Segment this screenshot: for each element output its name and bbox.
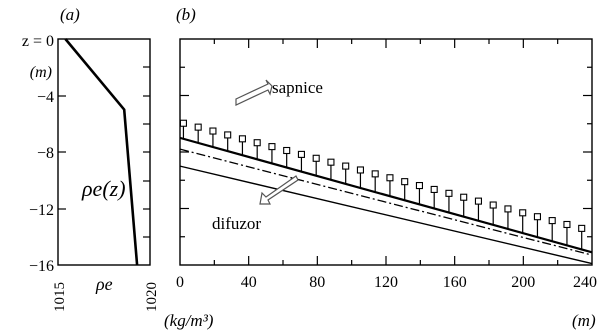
panel-b-xtick-label: 200 [511,274,535,291]
series-dash-dot-line [179,148,593,256]
square-marker [356,166,364,174]
panel-b-xtick-label: 160 [443,274,467,291]
square-marker [312,154,320,162]
panel-b-xtick-label: 80 [309,274,325,291]
density-profile-line [64,38,139,266]
square-marker [445,189,453,197]
panel-b-ticks [180,39,592,265]
square-marker [578,224,586,232]
panel-a-y-unit: (m) [30,64,52,81]
square-marker [489,201,497,209]
square-marker [209,127,217,135]
square-marker [430,185,438,193]
square-marker [224,131,232,139]
panel-b-xtick-label: 0 [176,274,184,291]
panel-a-y-ticks [58,66,150,238]
arrow-icon [235,79,273,106]
square-marker [268,143,276,151]
square-marker [327,158,335,166]
panel-a-ytick-label: −8 [37,145,54,162]
square-marker [474,197,482,205]
square-marker [563,220,571,229]
panel-a-xtick-label: 1015 [52,282,68,312]
square-marker [533,213,541,221]
series-solid-line [179,165,593,265]
annotation-difuzor: difuzor [212,175,299,233]
sapnice-label: sapnice [272,78,323,97]
series-square-stems [179,119,586,250]
panel-a-ytick-label: −12 [29,202,54,219]
panel-a: (a) z = 0 (m) −4 −8 −12 −16 ρe(z) 1015 1… [22,5,214,330]
panel-a-frame [57,38,151,266]
panel-a-x-label: ρe [95,274,113,294]
square-marker [194,123,202,131]
panel-b-x-unit: (m) [572,311,596,330]
series-stem-base-line [179,136,593,254]
panel-a-z0-label: z = 0 [22,33,54,50]
square-marker [386,174,394,182]
square-marker [504,205,512,213]
panel-b-label: (b) [176,5,196,24]
panel-a-ytick-label: −16 [29,258,54,275]
square-marker [519,209,527,217]
square-marker [371,170,379,178]
square-marker [297,150,305,158]
square-marker [283,146,291,155]
square-marker [401,178,409,186]
panel-b-xtick-label: 120 [374,274,398,291]
square-marker [253,139,261,147]
panel-a-xtick-label: 1020 [144,282,160,312]
panel-a-ytick-label: −4 [37,89,54,106]
panel-a-label: (a) [60,5,80,24]
annotation-sapnice: sapnice [235,78,323,106]
panel-b-xtick-label: 240 [573,274,597,291]
arrow-icon [259,175,299,205]
panel-b-x-tick-labels: 0 40 80 120 160 200 240 [176,274,597,291]
square-marker [460,193,468,201]
square-marker [415,181,423,190]
panel-b-xtick-label: 40 [241,274,257,291]
square-marker [238,135,246,143]
panel-a-x-unit: (kg/m³) [164,311,214,330]
square-marker [179,119,187,127]
difuzor-label: difuzor [212,214,261,233]
square-marker [548,217,556,225]
density-profile-label: ρe(z) [81,176,126,201]
panel-b: (b) 0 40 80 120 160 200 240 (m) sapnice … [176,5,597,330]
square-marker [342,162,350,170]
